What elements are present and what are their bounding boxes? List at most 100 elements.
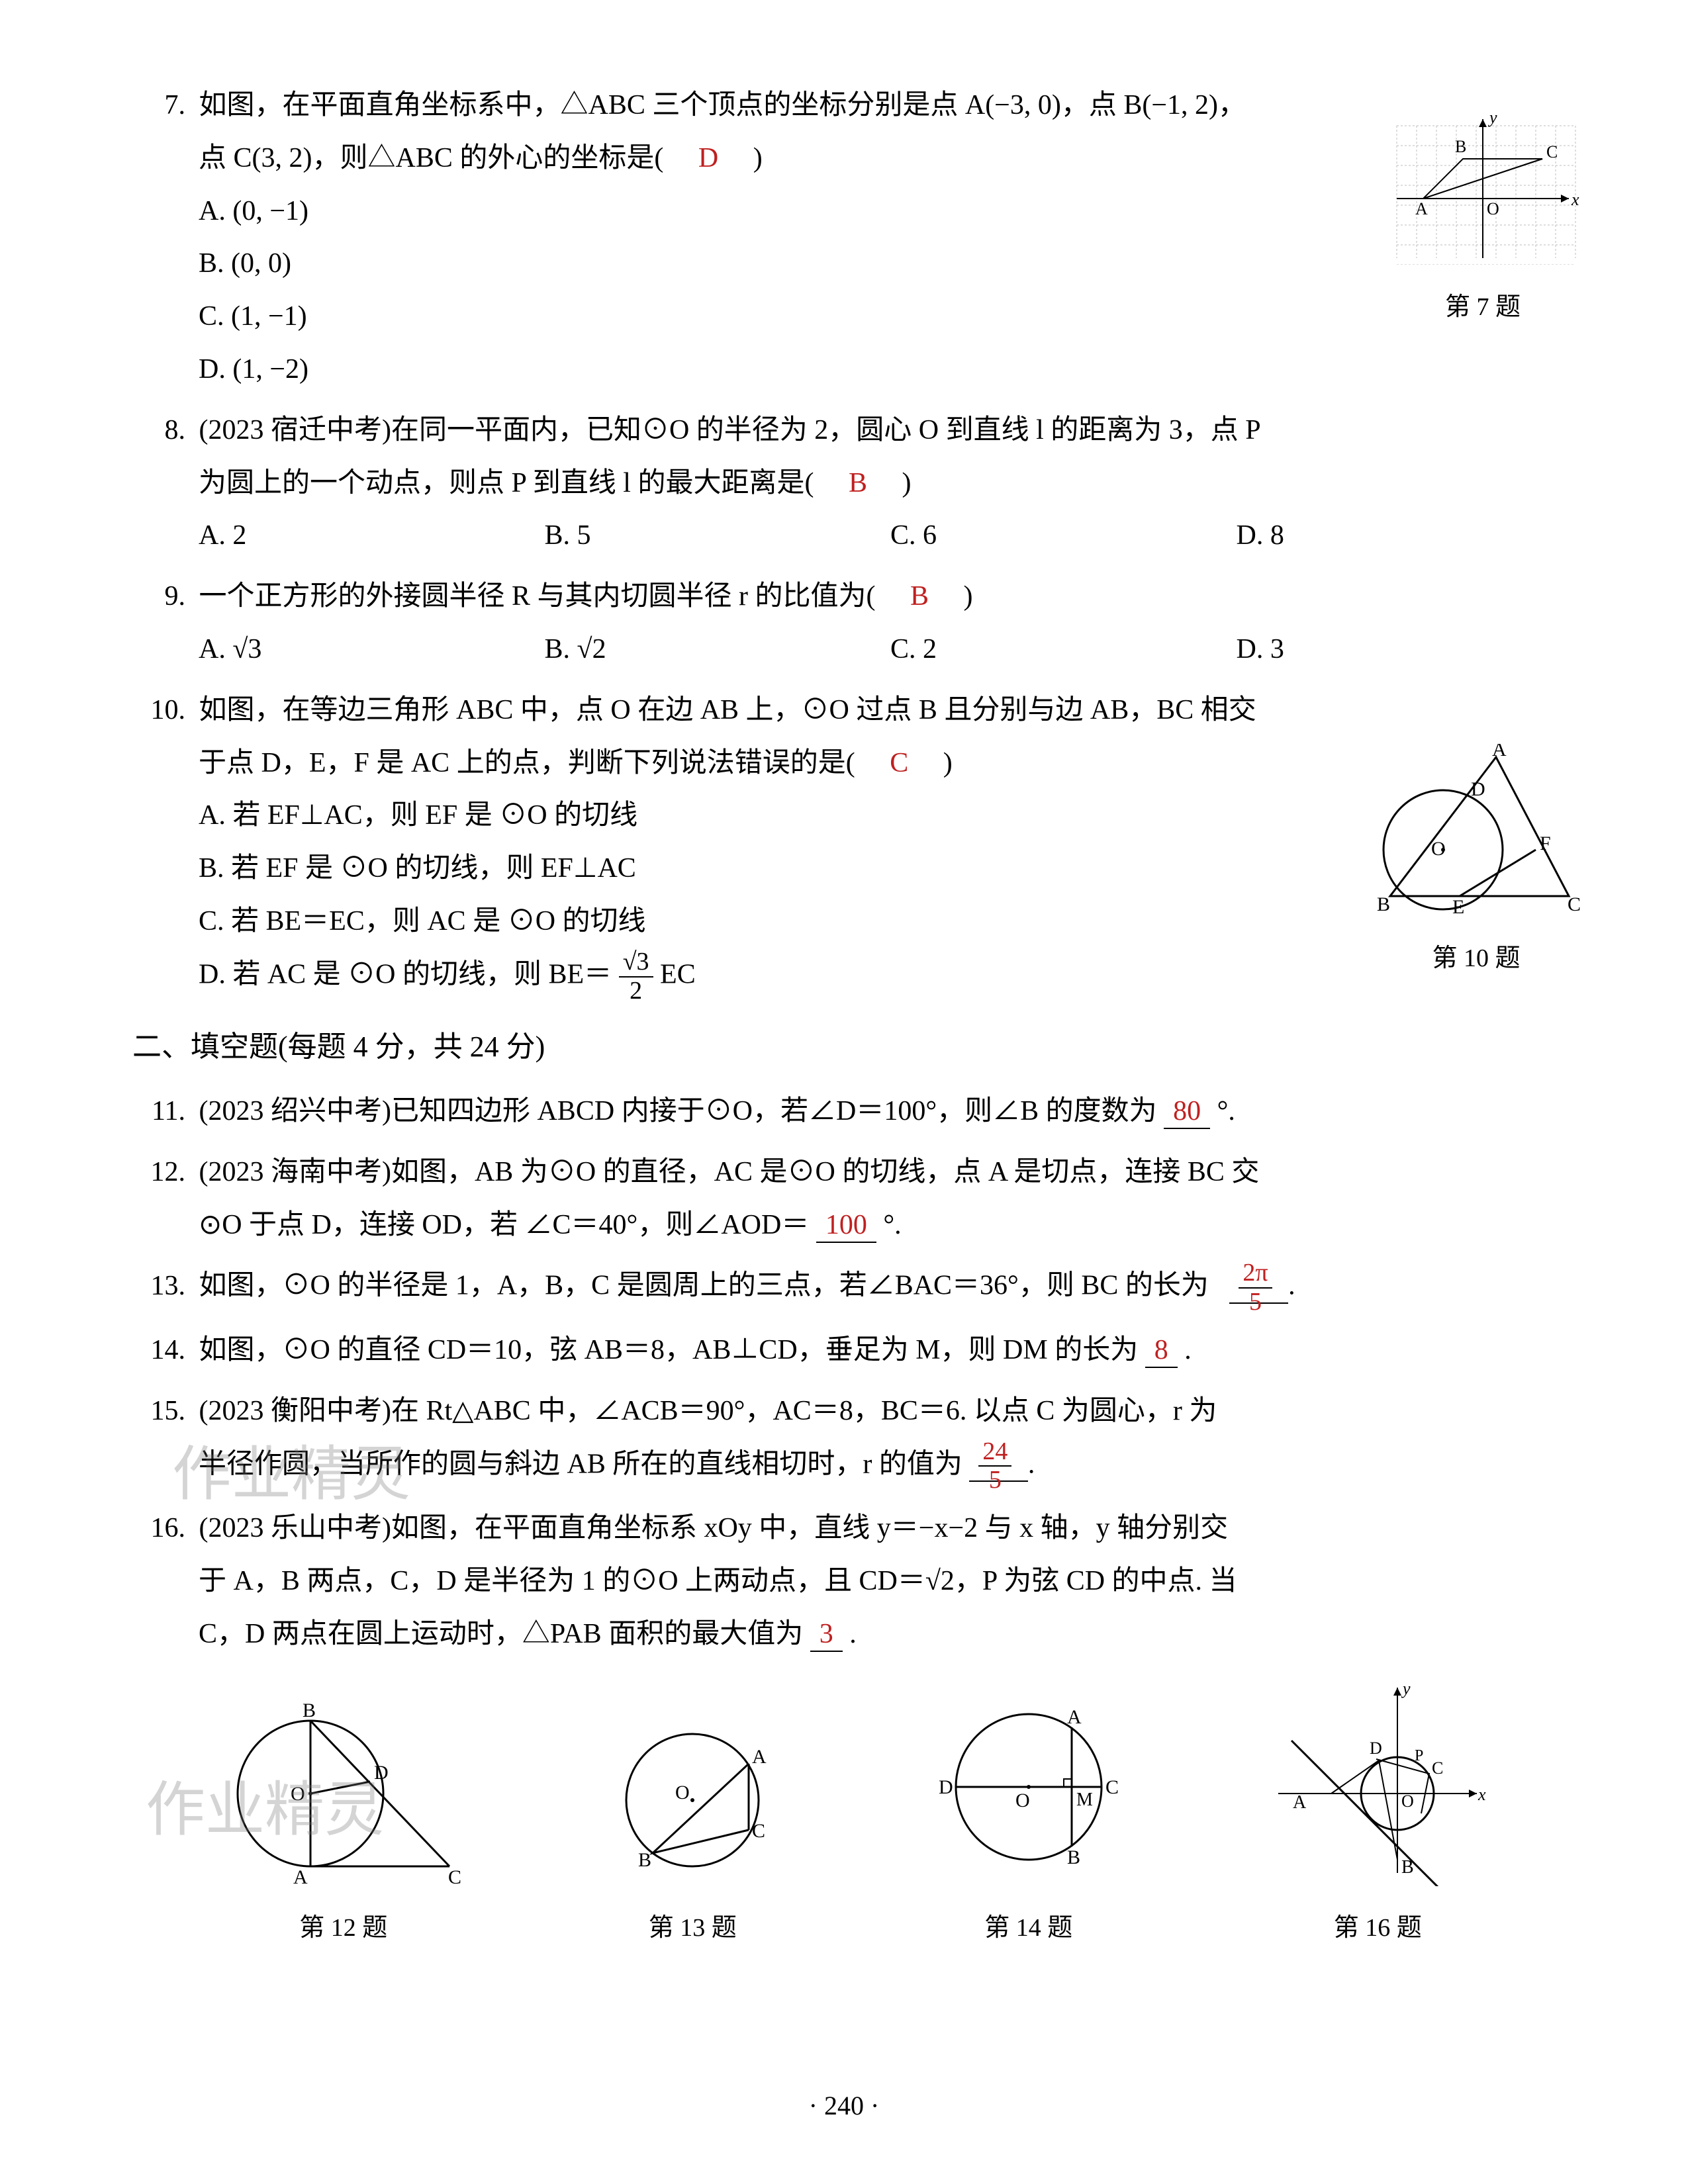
svg-text:C: C: [1568, 893, 1581, 915]
svg-text:O: O: [1401, 1792, 1414, 1811]
label-y: y: [1487, 108, 1497, 127]
svg-text:B: B: [1377, 893, 1390, 915]
q7-option-a: A. (0, −1): [132, 185, 1582, 238]
q7-stem-line2: 点 C(3, 2)，则△ABC 的外心的坐标是(: [199, 143, 691, 173]
q8-options: A. 2 B. 5 C. 6 D. 8: [132, 510, 1582, 563]
question-11: 11. (2023 绍兴中考)已知四边形 ABCD 内接于⊙O，若∠D＝100°…: [132, 1085, 1582, 1138]
q9-number: 9.: [132, 570, 185, 623]
q14-stem: 如图，⊙O 的直径 CD＝10，弦 AB＝8，AB⊥CD，垂足为 M，则 DM …: [199, 1335, 1139, 1365]
svg-text:B: B: [1067, 1846, 1080, 1868]
q15-answer: 24 5: [969, 1449, 1028, 1482]
svg-text:B: B: [303, 1700, 316, 1721]
grid-plot-icon: A B C O x y: [1383, 106, 1582, 265]
q8-stem-line2-after: ): [874, 468, 911, 498]
label-C: C: [1546, 142, 1558, 161]
q12-stem-line2: ⊙O 于点 D，连接 OD，若 ∠C＝40°，则∠AOD＝: [199, 1210, 809, 1240]
q8-number: 8.: [132, 404, 185, 457]
figure-q14-caption: 第 14 题: [923, 1904, 1135, 1952]
svg-text:B: B: [1401, 1857, 1414, 1878]
coord-circle-line-icon: A B C D O P x y: [1265, 1674, 1490, 1886]
q10-option-d-frac: √3 2: [619, 948, 653, 1005]
svg-text:D: D: [1471, 778, 1485, 800]
q8-option-c: C. 6: [890, 510, 1237, 563]
question-12: 12. (2023 海南中考)如图，AB 为⊙O 的直径，AC 是⊙O 的切线，…: [132, 1146, 1582, 1252]
q8-option-b: B. 5: [545, 510, 891, 563]
q10-d-frac-n: √3: [619, 948, 653, 978]
q16-stem-line3: C，D 两点在圆上运动时，△PAB 面积的最大值为: [199, 1619, 803, 1649]
figure-q13-caption: 第 13 题: [593, 1904, 792, 1952]
q10-stem-line2-after: ): [915, 748, 953, 778]
q14-number: 14.: [132, 1324, 185, 1377]
q9-option-b: B. √2: [545, 623, 891, 676]
q11-stem: (2023 绍兴中考)已知四边形 ABCD 内接于⊙O，若∠D＝100°，则∠B…: [199, 1096, 1157, 1126]
q10-option-c: C. 若 BE＝EC，则 AC 是 ⊙O 的切线: [132, 895, 1582, 948]
q7-stem-line2-after: ): [726, 143, 763, 173]
question-7: 7. 如图，在平面直角坐标系中，△ABC 三个顶点的坐标分别是点 A(−3, 0…: [132, 79, 1582, 396]
question-15: 作业精灵 15. (2023 衡阳中考)在 Rt△ABC 中，∠ACB＝90°，…: [132, 1385, 1582, 1494]
q10-number: 10.: [132, 684, 185, 737]
svg-text:C: C: [1105, 1776, 1119, 1798]
q9-options: A. √3 B. √2 C. 2 D. 3: [132, 623, 1582, 676]
q16-number: 16.: [132, 1502, 185, 1555]
svg-text:A: A: [293, 1866, 308, 1886]
q7-stem-line1: 如图，在平面直角坐标系中，△ABC 三个顶点的坐标分别是点 A(−3, 0)，点…: [199, 90, 1246, 120]
q16-stem-line1: (2023 乐山中考)如图，在平面直角坐标系 xOy 中，直线 y＝−x−2 与…: [199, 1513, 1229, 1543]
question-14: 14. 如图，⊙O 的直径 CD＝10，弦 AB＝8，AB⊥CD，垂足为 M，则…: [132, 1324, 1582, 1377]
q8-stem-line2: 为圆上的一个动点，则点 P 到直线 l 的最大距离是(: [199, 468, 841, 498]
svg-text:A: A: [1492, 744, 1507, 760]
q10-option-b: B. 若 EF 是 ⊙O 的切线，则 EF⊥AC: [132, 842, 1582, 895]
triangle-circle-icon: A B C D E F O: [1370, 744, 1582, 916]
page-footer: · 240 ·: [0, 2081, 1688, 2131]
q7-option-c: C. (1, −1): [132, 291, 1582, 343]
q10-option-a: A. 若 EF⊥AC，则 EF 是 ⊙O 的切线: [132, 790, 1582, 842]
label-O: O: [1487, 199, 1499, 218]
svg-text:A: A: [1067, 1706, 1082, 1728]
q13-answer-frac: 2π 5: [1239, 1259, 1272, 1316]
q12-unit: °.: [883, 1210, 901, 1240]
q11-answer: 80: [1164, 1096, 1210, 1129]
label-x: x: [1571, 190, 1579, 209]
svg-text:C: C: [752, 1820, 765, 1842]
q11-number: 11.: [132, 1085, 185, 1138]
q13-stem: 如图，⊙O 的半径是 1，A，B，C 是圆周上的三点，若∠BAC＝36°，则 B…: [199, 1271, 1209, 1301]
figure-q10: A B C D E F O 第 10 题: [1370, 744, 1582, 982]
svg-text:P: P: [1415, 1747, 1423, 1764]
question-16: 16. (2023 乐山中考)如图，在平面直角坐标系 xOy 中，直线 y＝−x…: [132, 1502, 1582, 1661]
q12-answer: 100: [816, 1210, 876, 1243]
figure-q10-caption: 第 10 题: [1370, 934, 1582, 982]
q15-number: 15.: [132, 1385, 185, 1438]
circle-tangent-icon: B A C D O: [224, 1688, 463, 1886]
svg-text:B: B: [638, 1849, 651, 1871]
question-10: 10. 如图，在等边三角形 ABC 中，点 O 在边 AB 上，⊙O 过点 B …: [132, 684, 1582, 1005]
q11-unit: °.: [1217, 1096, 1235, 1126]
q8-stem-line1: (2023 宿迁中考)在同一平面内，已知⊙O 的半径为 2，圆心 O 到直线 l…: [199, 415, 1261, 445]
q10-stem-line1: 如图，在等边三角形 ABC 中，点 O 在边 AB 上，⊙O 过点 B 且分别与…: [199, 695, 1256, 725]
question-8: 8. (2023 宿迁中考)在同一平面内，已知⊙O 的半径为 2，圆心 O 到直…: [132, 404, 1582, 563]
section-2-title: 二、填空题(每题 4 分，共 24 分): [132, 1019, 1582, 1075]
q10-d-frac-d: 2: [619, 978, 653, 1005]
q12-stem-line1: (2023 海南中考)如图，AB 为⊙O 的直径，AC 是⊙O 的切线，点 A …: [199, 1157, 1260, 1187]
svg-text:C: C: [1432, 1758, 1443, 1778]
q15-stem-line1: (2023 衡阳中考)在 Rt△ABC 中，∠ACB＝90°，AC＝8，BC＝6…: [199, 1396, 1217, 1426]
figure-q12-caption: 第 12 题: [224, 1904, 463, 1952]
q15-answer-frac: 24 5: [978, 1438, 1011, 1495]
q10-option-d-post: EC: [660, 959, 696, 989]
q14-answer: 8: [1145, 1335, 1178, 1368]
svg-text:O: O: [1015, 1790, 1030, 1811]
svg-text:D: D: [1370, 1739, 1382, 1758]
question-9: 9. 一个正方形的外接圆半径 R 与其内切圆半径 r 的比值为( B ) A. …: [132, 570, 1582, 676]
figure-q12: B A C D O 第 12 题: [224, 1688, 463, 1952]
svg-text:C: C: [448, 1866, 461, 1886]
q15-tail: .: [1028, 1449, 1035, 1479]
svg-text:D: D: [939, 1776, 953, 1798]
q15-stem-line2: 半径作圆，当所作的圆与斜边 AB 所在的直线相切时，r 的值为: [199, 1449, 962, 1479]
svg-text:O: O: [291, 1783, 305, 1805]
figure-q7-caption: 第 7 题: [1383, 283, 1582, 331]
q15-frac-d: 5: [978, 1467, 1011, 1494]
q9-answer: B: [910, 581, 929, 612]
svg-text:x: x: [1477, 1785, 1486, 1804]
svg-text:M: M: [1076, 1790, 1093, 1810]
figures-row: 作业精灵 B A C D O 第 12 题: [132, 1674, 1582, 1952]
q13-number: 13.: [132, 1260, 185, 1313]
q10-stem-line2: 于点 D，E，F 是 AC 上的点，判断下列说法错误的是(: [199, 748, 883, 778]
